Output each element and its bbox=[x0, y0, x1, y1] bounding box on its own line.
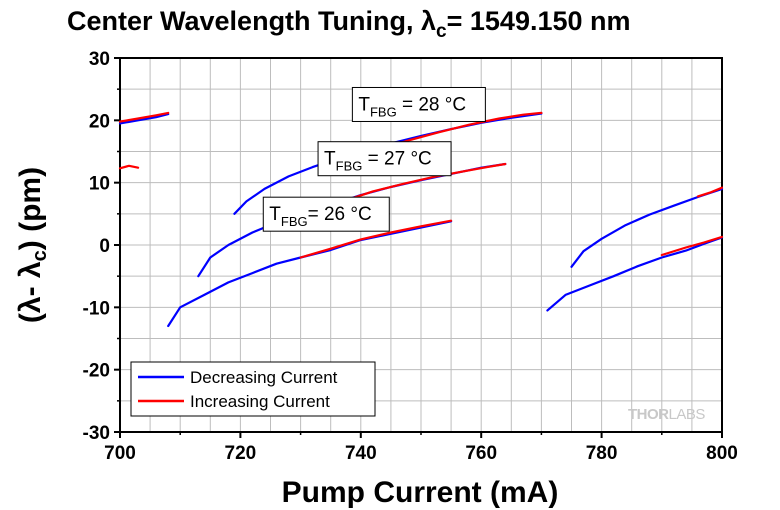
series-line bbox=[167, 220, 453, 328]
series-line bbox=[546, 236, 724, 312]
x-tick-label: 740 bbox=[345, 443, 377, 464]
y-axis-label-close: ) (pm) bbox=[14, 167, 47, 250]
annotation-subscript: FBG bbox=[370, 104, 397, 119]
series-line bbox=[570, 187, 724, 268]
legend-label-decreasing: Decreasing Current bbox=[190, 368, 338, 387]
y-axis-label: (λ- λc) (pm) bbox=[14, 167, 51, 323]
annotation-symbol: T bbox=[324, 149, 336, 170]
series-line bbox=[341, 162, 507, 203]
annotation-label: TFBG = 28 °C bbox=[358, 94, 466, 119]
chart-title-subscript: c bbox=[436, 21, 447, 42]
annotation-value: = 26 °C bbox=[308, 204, 372, 225]
annotation-label: TFBG = 27 °C bbox=[324, 149, 432, 174]
legend: Decreasing Current Increasing Current bbox=[130, 361, 376, 417]
axes: 700 720 740 760 780 800 30 20 10 0 -10 -20 -30 bbox=[83, 49, 738, 464]
y-tick-label: 20 bbox=[89, 111, 110, 132]
y-tick-label: 30 bbox=[89, 49, 110, 70]
x-tick-label: 700 bbox=[104, 443, 136, 464]
annotation-label: TFBG= 26 °C bbox=[269, 204, 371, 229]
annotation-box bbox=[317, 141, 452, 177]
chart-title-value: = 1549.150 nm bbox=[447, 6, 631, 36]
y-tick-label: -10 bbox=[83, 298, 110, 319]
y-tick-label: -30 bbox=[83, 423, 110, 444]
series-line bbox=[299, 219, 453, 259]
x-tick-label: 780 bbox=[586, 443, 618, 464]
y-tick-label: -20 bbox=[83, 361, 110, 382]
x-tick-label: 800 bbox=[706, 443, 738, 464]
x-axis-label: Pump Current (mA) bbox=[282, 476, 559, 509]
annotation-symbol: T bbox=[358, 94, 370, 115]
annotation-value: = 27 °C bbox=[362, 149, 431, 170]
annotation-box bbox=[262, 196, 390, 232]
y-axis-label-open: (λ- λ bbox=[14, 261, 47, 323]
series-line bbox=[118, 113, 170, 125]
annotation-subscript: FBG bbox=[281, 214, 308, 229]
annotation-symbol: T bbox=[269, 204, 281, 225]
watermark-labs: LABS bbox=[669, 406, 706, 423]
chart-title: Center Wavelength Tuning, λc= 1549.150 n… bbox=[67, 6, 631, 42]
series-line bbox=[118, 164, 140, 170]
thorlabs-watermark: THORLABS bbox=[628, 406, 705, 423]
chart-title-symbol: λ bbox=[421, 6, 436, 36]
y-tick-label: 0 bbox=[99, 236, 110, 257]
y-axis-label-sub: c bbox=[29, 250, 51, 261]
x-tick-label: 760 bbox=[465, 443, 497, 464]
series-line bbox=[118, 111, 170, 123]
x-tick-label: 720 bbox=[225, 443, 257, 464]
watermark-thor: THOR bbox=[628, 406, 669, 423]
series-line bbox=[660, 235, 724, 257]
annotation-box bbox=[351, 86, 486, 122]
series-line bbox=[377, 111, 543, 151]
annotation-subscript: FBG bbox=[336, 159, 363, 174]
annotation-value: = 28 °C bbox=[397, 94, 466, 115]
legend-box bbox=[130, 361, 376, 417]
chart-title-text: Center Wavelength Tuning, bbox=[67, 6, 421, 36]
y-tick-label: 10 bbox=[89, 174, 110, 195]
legend-label-increasing: Increasing Current bbox=[190, 392, 330, 411]
series-line bbox=[696, 186, 724, 198]
